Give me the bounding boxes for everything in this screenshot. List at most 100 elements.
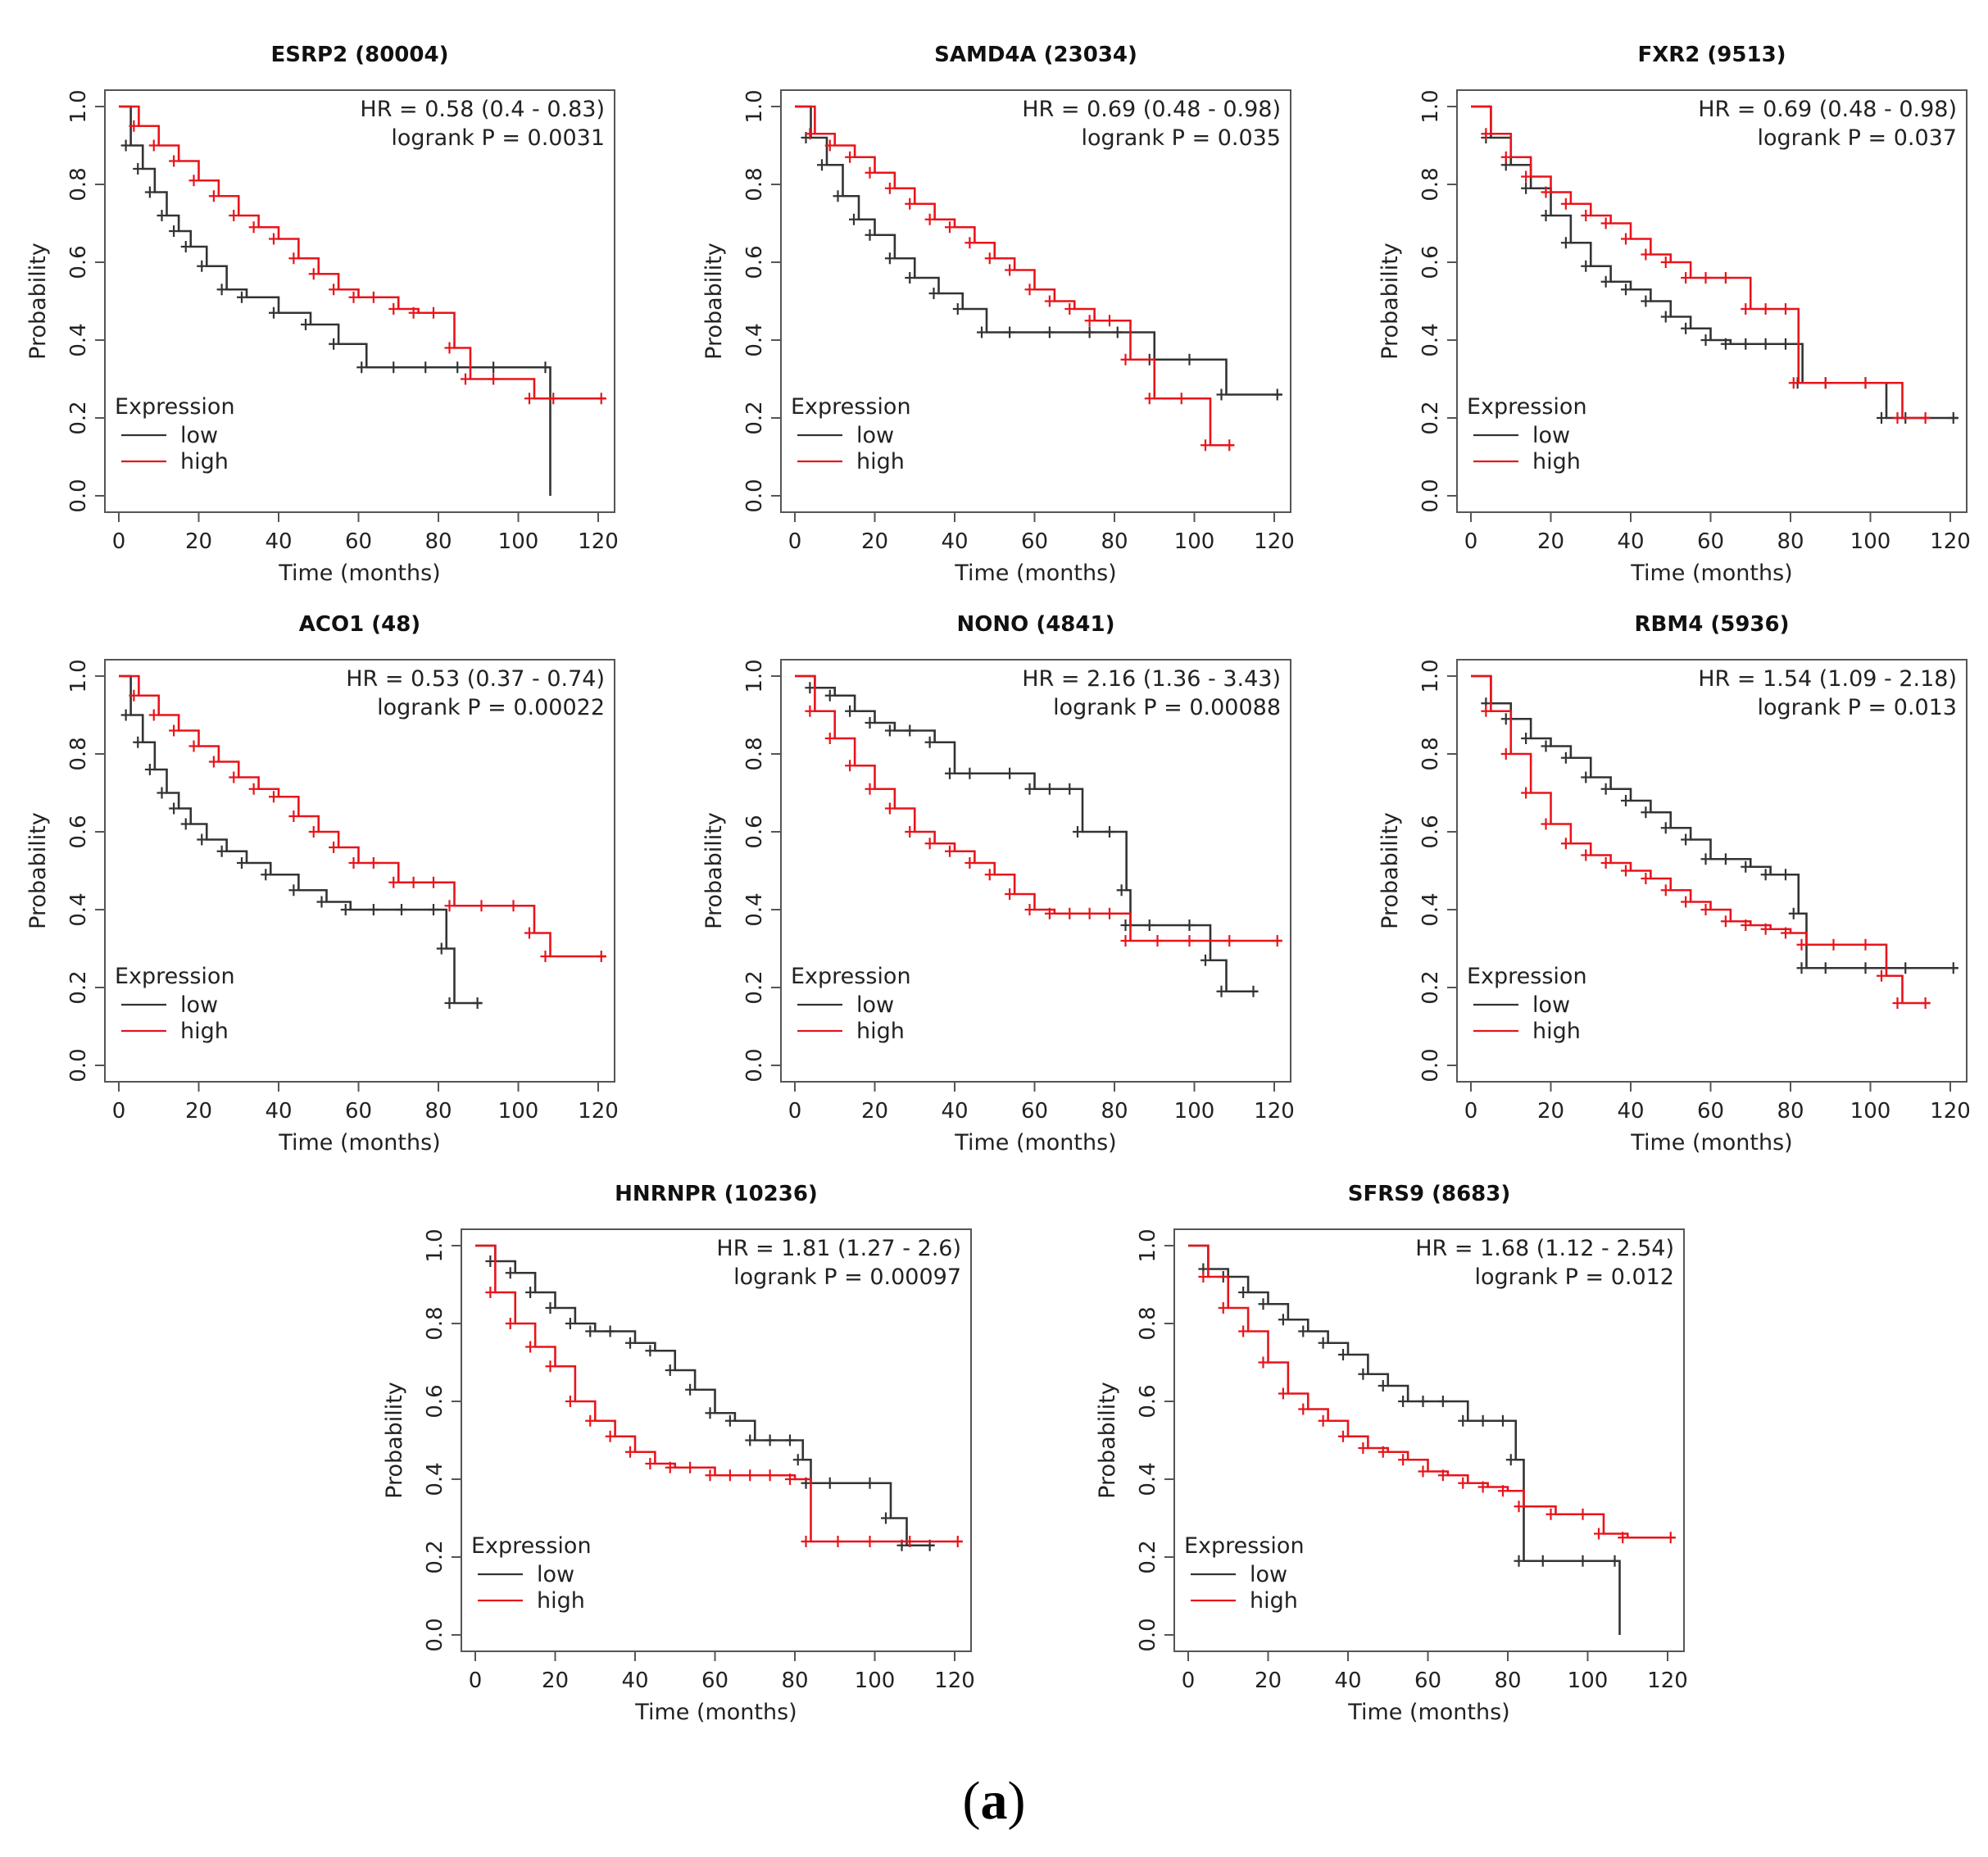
y-tick-label: 0.6	[1136, 1384, 1160, 1418]
y-tick-label: 0.4	[1418, 323, 1443, 356]
censor-mark-low	[1112, 326, 1123, 338]
y-tick-label: 0.2	[66, 401, 91, 434]
censor-mark-low	[1700, 853, 1711, 865]
censor-mark-high	[1741, 919, 1751, 931]
censor-mark-high	[1481, 128, 1491, 140]
censor-mark-high	[548, 393, 559, 405]
censor-mark-high	[745, 1469, 756, 1482]
censor-mark-low	[865, 1477, 875, 1489]
censor-mark-high	[1700, 272, 1711, 284]
y-tick-label: 0.0	[742, 479, 767, 512]
censor-mark-low	[884, 724, 895, 737]
censor-mark-low	[905, 724, 915, 737]
y-tick-label: 1.0	[742, 659, 767, 692]
censor-mark-low	[964, 767, 975, 779]
x-tick-label: 60	[345, 529, 372, 554]
censor-mark-high	[1218, 1302, 1228, 1314]
censor-mark-high	[625, 1446, 635, 1458]
logrank-p-text: logrank P = 0.037	[1757, 125, 1957, 151]
censor-mark-high	[269, 233, 279, 245]
censor-mark-high	[1577, 1508, 1588, 1520]
censor-mark-high	[1760, 923, 1771, 935]
censor-mark-high	[1560, 198, 1571, 210]
plot-frame	[104, 89, 615, 513]
censor-mark-low	[1005, 767, 1015, 779]
censor-mark-high	[540, 951, 551, 962]
x-axis-label: Time (months)	[278, 1130, 440, 1156]
censor-mark-high	[984, 252, 995, 265]
censor-mark-low	[1609, 1555, 1620, 1567]
censor-mark-low	[1248, 985, 1259, 997]
censor-mark-high	[188, 175, 199, 187]
censor-mark-low	[216, 284, 227, 296]
censor-mark-low	[1641, 806, 1651, 819]
y-tick-label: 0.2	[66, 970, 91, 1004]
censor-mark-high	[1681, 896, 1691, 908]
censor-mark-low	[1184, 353, 1195, 365]
x-tick-label: 0	[469, 1669, 483, 1693]
y-tick-label: 0.0	[66, 1048, 91, 1082]
censor-mark-high	[1338, 1430, 1348, 1442]
survival-curve-high	[119, 105, 606, 400]
censor-mark-low	[1120, 919, 1131, 931]
censor-mark-high	[1044, 295, 1055, 307]
censor-mark-high	[1665, 1532, 1676, 1544]
censor-mark-low	[745, 1434, 756, 1446]
censor-mark-high	[1481, 705, 1491, 717]
legend-label-high: high	[1250, 1588, 1298, 1614]
censor-mark-low	[452, 361, 463, 374]
censor-mark-low	[1541, 210, 1551, 221]
legend-label-low: low	[180, 423, 218, 448]
km-chart: HNRNPR (10236) 0 20 40 60 80 100 120 0.0 0.2 0.4 0.…	[382, 1182, 975, 1725]
legend-title: Expression	[1467, 394, 1587, 420]
hazard-ratio-text: HR = 2.16 (1.36 - 3.43)	[1022, 666, 1281, 692]
censor-mark-low	[1781, 338, 1791, 350]
censor-mark-high	[1144, 393, 1155, 405]
y-tick-label: 0.0	[1418, 1048, 1443, 1082]
survival-curve-low	[1471, 674, 1958, 969]
x-tick-label: 120	[1647, 1669, 1688, 1693]
censor-mark-high	[248, 221, 259, 234]
censor-mark-high	[408, 306, 419, 319]
censor-mark-low	[565, 1318, 575, 1329]
plot-frame	[780, 89, 1291, 513]
legend-label-high: high	[856, 449, 905, 474]
censor-mark-low	[849, 213, 859, 225]
censor-mark-high	[805, 705, 815, 717]
censor-mark-low	[645, 1345, 656, 1357]
km-panel-fxr2: FXR2 (9513) 0 20 40 60 80 100 120 0.0 0.2 0.4 0.6 0.…	[1377, 25, 1988, 598]
censor-mark-low	[368, 904, 379, 915]
censor-mark-low	[881, 1512, 891, 1524]
chart-title: HNRNPR (10236)	[615, 1182, 818, 1206]
x-tick-label: 100	[498, 1099, 539, 1124]
censor-mark-low	[924, 736, 935, 748]
legend-title: Expression	[1467, 964, 1587, 989]
censor-mark-high	[444, 342, 455, 354]
censor-mark-high	[1796, 938, 1807, 951]
survival-curve-high	[795, 105, 1235, 447]
censor-mark-high	[1660, 257, 1671, 268]
censor-mark-low	[1005, 326, 1015, 338]
censor-mark-high	[596, 393, 606, 405]
x-tick-label: 20	[861, 529, 888, 554]
censor-mark-low	[329, 338, 339, 350]
y-tick-label: 1.0	[423, 1228, 447, 1262]
y-tick-label: 0.8	[742, 167, 767, 201]
censor-mark-high	[765, 1469, 775, 1482]
x-tick-label: 120	[578, 529, 619, 554]
censor-mark-low	[444, 997, 455, 1009]
censor-mark-low	[133, 736, 143, 748]
censor-mark-low	[1877, 412, 1886, 424]
censor-mark-low	[625, 1337, 635, 1349]
censor-mark-high	[984, 869, 995, 881]
censor-mark-high	[585, 1414, 596, 1427]
y-tick-label: 0.8	[423, 1306, 447, 1340]
km-chart: ESRP2 (80004) 0 20 40 60 80 100 120 0.0 0.2 0.4 0.6…	[25, 43, 619, 586]
x-axis-label: Time (months)	[1347, 1700, 1509, 1725]
censor-mark-high	[785, 1473, 795, 1485]
legend-label-high: high	[856, 1019, 905, 1044]
x-tick-label: 0	[112, 529, 126, 554]
censor-mark-high	[1064, 907, 1075, 919]
censor-mark-low	[765, 1434, 775, 1446]
censor-mark-high	[368, 857, 379, 869]
